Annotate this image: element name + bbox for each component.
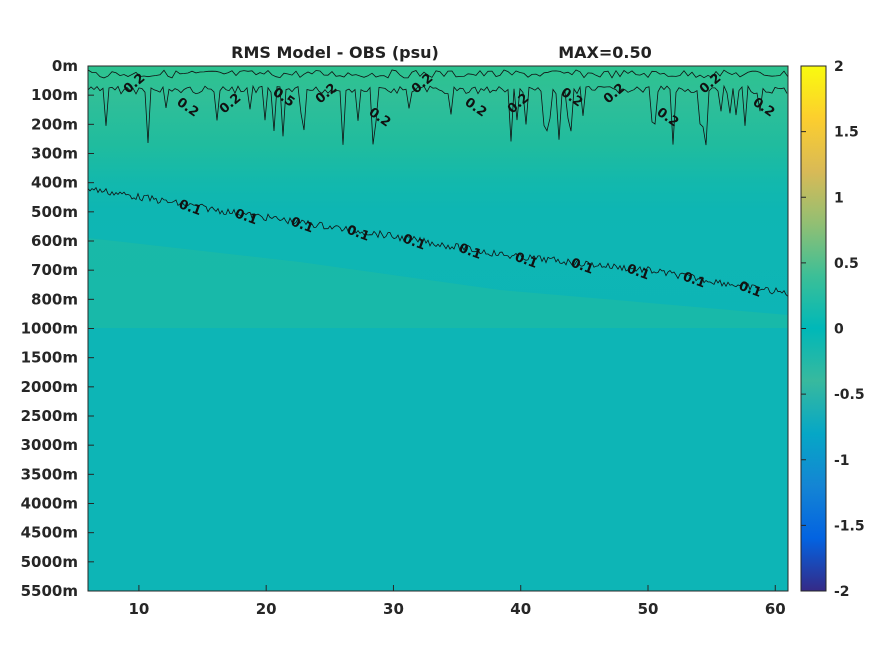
contour-line-0.1 [88,186,788,297]
contour-label: 0.1 [345,223,372,245]
y-tick-label: 300m [31,145,78,163]
colorbar-tick-label: 0 [834,322,844,338]
max-label: MAX=0.50 [558,43,652,62]
chart-title: RMS Model - OBS (psu) [231,43,439,62]
y-tick-label: 2000m [21,378,78,396]
contour-label: 0.1 [513,250,540,272]
colorbar-tick-label: 1.5 [834,125,859,141]
contour-line-surface [88,69,788,79]
contour-label: 0.1 [233,206,260,228]
y-axis: 0m 100m 200m 300m 400m 500m 600m 700m 800m 1000m 1… [21,57,94,600]
x-axis: 10 20 30 40 50 60 [128,585,786,618]
y-tick-label: 700m [31,261,78,279]
y-tick-label: 5500m [21,582,78,600]
contour-label: 0.1 [289,215,316,237]
contour-line-0.2 [88,84,788,146]
x-tick-label: 50 [638,600,659,618]
x-tick-label: 60 [765,600,786,618]
y-tick-label: 200m [31,115,78,133]
colorbar-tick-label: -2 [834,584,850,600]
y-tick-label: 100m [31,86,78,104]
y-tick-label: 4500m [21,524,78,542]
colorbar-tick-label: -0.5 [834,387,865,403]
contour-label: 0.1 [625,262,652,284]
y-tick-label: 600m [31,232,78,250]
mid-band [88,238,788,328]
colorbar-tick-label: 1 [834,190,844,206]
colorbar-tick-label: 2 [834,59,844,75]
colorbar-ticks: 2 1.5 1 0.5 0 -0.5 -1 -1.5 -2 [801,59,865,600]
x-tick-label: 20 [256,600,277,618]
contour-label: 0.1 [737,279,764,301]
x-tick-label: 30 [383,600,404,618]
contour-label: 0.1 [401,232,428,254]
contour-label: 0.1 [457,241,484,263]
x-tick-label: 10 [128,600,149,618]
x-tick-label: 40 [510,600,531,618]
y-tick-label: 3500m [21,465,78,483]
y-tick-label: 2500m [21,407,78,425]
contour-label: 0.1 [569,256,596,278]
colorbar-tick-label: -1 [834,453,850,469]
y-tick-label: 4000m [21,495,78,513]
y-tick-label: 800m [31,290,78,308]
y-tick-label: 1500m [21,349,78,367]
plot-area: 0.20.2 0.2 0.5 0.20.20.20.2 0.2 0.2 0.20.20.20… [88,66,788,591]
colorbar-tick-label: 0.5 [834,256,859,272]
y-tick-label: 5000m [21,553,78,571]
y-tick-label: 0m [52,57,78,75]
y-tick-label: 400m [31,174,78,192]
contour-lines [88,69,788,297]
y-tick-label: 3000m [21,436,78,454]
contour-label: 0.1 [177,197,204,219]
y-tick-label: 1000m [21,320,78,338]
y-tick-label: 500m [31,203,78,221]
contour-label: 0.1 [681,269,708,291]
colorbar-tick-label: -1.5 [834,518,865,534]
